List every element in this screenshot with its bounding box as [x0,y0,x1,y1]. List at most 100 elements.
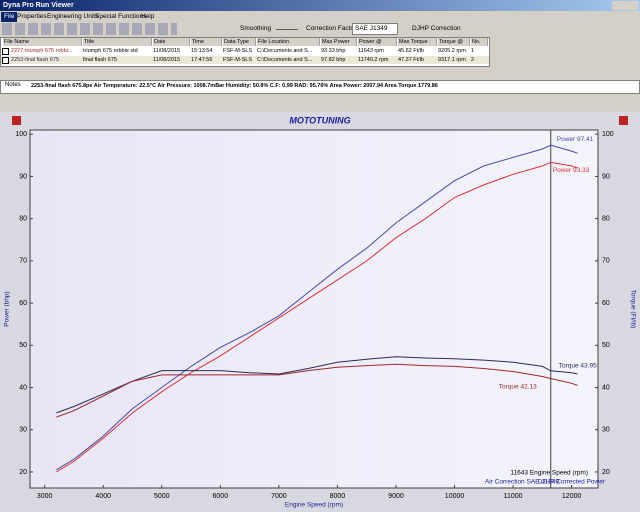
column-header: Title [83,38,152,46]
series-label: Power 97.41 [557,136,594,143]
column-header: File Name [3,38,82,46]
series-label: Torque 43.95 [559,363,597,370]
x-tick-label: 12000 [562,493,582,500]
table-cell: 17:47:56 [191,57,213,63]
table-cell: 47.37 Ft/lb [398,57,424,63]
window-buttons[interactable] [612,1,638,10]
correction-select[interactable]: SAE J1349 [352,23,398,35]
notes-box: Notes 2253-final flash 675.8pe Air Tempe… [0,80,640,94]
y-axis-label: Power (bhp) [4,291,11,326]
title-bar: Dyna Pro Run Viewer [0,0,640,11]
chart: MOTOTUNING 20 30 40 50 60 70 80 90 100 20 30 40 50 60… [0,112,640,512]
y2-tick-label: 90 [602,173,610,180]
table-cell: 2253-final flash 675 [11,57,60,63]
x-tick-label: 11000 [504,493,523,500]
menu-item[interactable]: Engineering Units [47,13,99,20]
annotation: 11643 Engine Speed (rpm) [510,470,588,477]
y-tick-label: 90 [19,173,27,180]
y-tick-label: 30 [19,427,27,434]
series-line [56,356,578,414]
y2-tick-label: 100 [602,131,614,138]
table-cell: FSF-M-SLS [223,57,253,63]
x-tick-label: 4000 [95,493,111,500]
x-tick-label: 7000 [271,493,287,500]
table-cell: 1 [471,48,475,54]
window-title: Dyna Pro Run Viewer [3,2,74,9]
column-header: Max Power [321,38,357,46]
series-label: Torque 42.13 [499,383,537,390]
column-header: Date [153,38,190,46]
table-cell: FSF-M-SLS [223,48,253,54]
axis-icon[interactable] [619,116,628,125]
x-tick-label: 3000 [37,493,53,500]
smoothing-slider[interactable] [276,29,298,30]
axis-icon[interactable] [12,116,21,125]
y-tick-label: 40 [19,384,27,391]
table-cell: triumph 675 robbie std [83,48,138,54]
smoothing-label: Smoothing [240,25,272,32]
table-cell: final flash 675 [83,57,117,63]
row-checkbox[interactable] [2,48,9,55]
x-tick-label: 8000 [330,493,346,500]
table-cell: 97.82 bhp [321,57,346,63]
x-tick-label: 5000 [154,493,170,500]
table-cell: 11/08/2015 [153,48,181,54]
table-cell: 2227-triumph 675 robbi... [11,48,73,54]
series-line [56,144,578,471]
series-label: Power 93.33 [553,167,590,174]
y2-tick-label: 40 [602,384,610,391]
y2-tick-label: 20 [602,469,610,476]
menu-item[interactable]: Help [141,13,155,20]
y2-tick-label: 30 [602,427,610,434]
table-cell: 9317.1 rpm [438,57,466,63]
series-line [56,161,578,473]
menu-item[interactable]: Special Functions [95,13,147,20]
table-cell: 45.82 Ft/lb [398,48,424,54]
table-cell: 15:13:54 [191,48,213,54]
y-tick-label: 100 [15,131,27,138]
notes-label: Notes [5,82,21,88]
y2-tick-label: 60 [602,300,610,307]
correction-label: Correction Factor [306,25,357,32]
table-cell: C:\Documents and S... [257,48,313,54]
y-tick-label: 50 [19,342,27,349]
x-axis-label: Engine Speed (rpm) [285,502,343,509]
table-cell: 93.33 bhp [321,48,346,54]
y-tick-label: 70 [19,258,27,265]
y2-tick-label: 70 [602,258,610,265]
run-info: 2253-final flash 675.8pe Air Temperature… [31,83,438,89]
table-cell: 9205.2 rpm [438,48,466,54]
y-tick-label: 20 [19,469,27,476]
column-header: Time [191,38,222,46]
y2-tick-label: 80 [602,215,610,222]
row-highlight [1,56,489,64]
menu-item[interactable]: Properties [17,13,47,20]
column-header: File Location [257,38,320,46]
table-cell: 2 [471,57,475,63]
annotation: DJHP Corrected Power [538,479,606,486]
column-header: No. [471,38,488,46]
plot-area [29,129,599,489]
x-tick-label: 10000 [445,493,465,500]
row-checkbox[interactable] [2,57,9,64]
runs-table: File Name Title Date Time Data Type File Loca… [0,37,490,67]
column-header: Torque @ [438,38,470,46]
y2-tick-label: 50 [602,342,610,349]
menu-item[interactable]: File [1,12,18,22]
toolbar-icons[interactable] [2,23,177,35]
y-tick-label: 80 [19,215,27,222]
djhp-checkbox[interactable]: DJHP Correction [412,25,461,32]
annotation: Air Correction SAE J1349 [485,479,559,486]
y-tick-label: 60 [19,300,27,307]
table-cell: C:\Documents and S... [257,57,313,63]
column-header: Power @ [358,38,397,46]
series-line [56,363,578,418]
column-header: Max Torque [398,38,437,46]
table-cell: 11643 rpm [358,48,384,54]
table-cell: 11740.2 rpm [358,57,389,63]
table-cell: 11/08/2015 [153,57,181,63]
x-tick-label: 6000 [213,493,229,500]
y2-axis-label: Torque (Ft/lb) [629,290,636,329]
x-tick-label: 9000 [388,493,404,500]
